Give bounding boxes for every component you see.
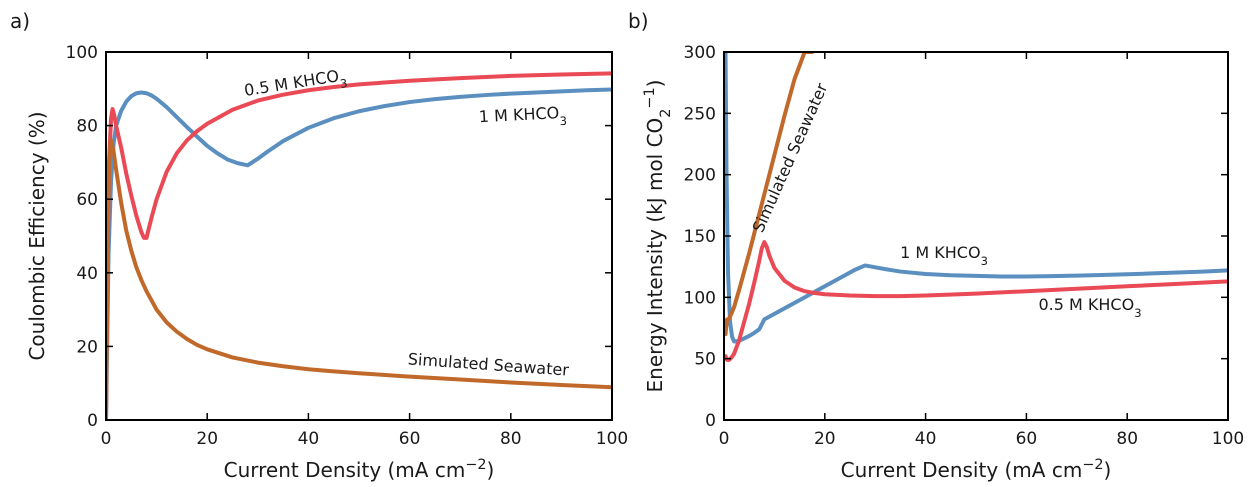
- x-tick-label: 0: [719, 429, 730, 449]
- y-tick-label: 40: [76, 264, 98, 284]
- series-annotation: 1 M KHCO3: [478, 103, 567, 133]
- x-tick-label: 80: [500, 429, 522, 449]
- panel-b: 0 20 40 60 80 100 0 50 100 150 200 250 300 Current De…: [628, 9, 1244, 482]
- y-tick-label: 50: [694, 350, 716, 370]
- series-line-0-5-m-khco-: [724, 240, 1228, 362]
- y-tick-label: 150: [684, 227, 716, 247]
- y-axis-label: Energy Intensity (kJ mol CO2−1): [642, 80, 674, 393]
- x-axis-label: Current Density (mA cm−2): [224, 457, 495, 482]
- y-tick-label: 100: [684, 288, 716, 308]
- series-line-1-m-khco-: [106, 87, 612, 420]
- series-annotation: 0.5 M KHCO3: [1038, 295, 1141, 320]
- x-tick-label: 100: [1212, 429, 1244, 449]
- x-tick-label: 60: [1016, 429, 1038, 449]
- y-tick-label: 20: [76, 337, 98, 357]
- x-axis-label: Current Density (mA cm−2): [841, 457, 1112, 482]
- plot-frame: [723, 51, 1229, 421]
- series-line-0-5-m-khco-: [106, 71, 612, 420]
- y-tick-label: 0: [705, 411, 716, 431]
- series-annotation: Simulated Seawater: [748, 80, 831, 235]
- series-annotation: 1 M KHCO3: [900, 243, 988, 268]
- y-tick-label: 80: [76, 117, 98, 137]
- plot-frame: [105, 51, 613, 421]
- x-tick-label: 40: [915, 429, 937, 449]
- x-tick-label: 20: [814, 429, 836, 449]
- series-line-simulated-seawater: [724, 52, 815, 337]
- y-tick-label: 60: [76, 190, 98, 210]
- panel-a: 0 20 40 60 80 100 0 20 40 60 80 100 Current Density …: [10, 9, 628, 482]
- series-annotation: Simulated Seawater: [407, 349, 570, 379]
- panel-label: b): [628, 9, 649, 33]
- panel-label: a): [10, 9, 30, 33]
- y-tick-label: 100: [66, 43, 98, 63]
- y-tick-label: 300: [684, 43, 716, 63]
- y-tick-label: 250: [684, 104, 716, 124]
- y-axis-label: Coulombic Efficiency (%): [25, 111, 49, 360]
- y-tick-label: 0: [87, 411, 98, 431]
- y-tick-label: 200: [684, 166, 716, 186]
- x-tick-label: 20: [196, 429, 218, 449]
- x-tick-label: 60: [399, 429, 421, 449]
- x-tick-label: 80: [1116, 429, 1138, 449]
- x-tick-label: 40: [298, 429, 320, 449]
- x-tick-label: 100: [596, 429, 628, 449]
- x-tick-label: 0: [101, 429, 112, 449]
- series-line-1-m-khco-: [724, 52, 1228, 344]
- series-line-simulated-seawater: [106, 138, 612, 420]
